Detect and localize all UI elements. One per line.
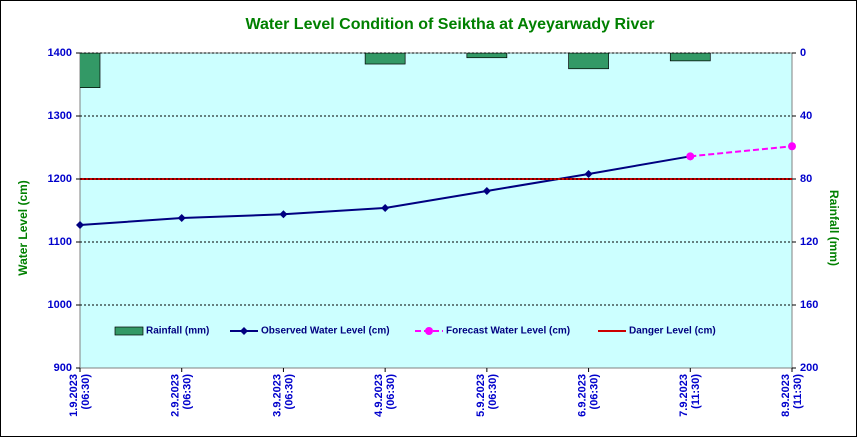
rainfall-bar — [80, 53, 101, 89]
y2-tick-label: 80 — [800, 173, 812, 185]
marker — [279, 210, 288, 219]
rainfall-bar — [568, 53, 609, 70]
rainfall-bar — [669, 53, 711, 62]
chart-title: Water Level Condition of Seiktha at Ayey… — [246, 16, 655, 33]
legend-label: Forecast Water Level (cm) — [446, 326, 570, 337]
y-tick-label: 1400 — [48, 47, 72, 59]
x-tick-label: 3.9.2023 — [271, 374, 283, 417]
legend-label: Observed Water Level (cm) — [261, 326, 390, 337]
marker — [788, 142, 796, 151]
marker — [686, 152, 695, 161]
x-tick-label: (06:30) — [80, 374, 92, 410]
legend-label: Danger Level (cm) — [629, 326, 716, 337]
legend-label: Rainfall (mm) — [146, 326, 209, 337]
legend-swatch — [114, 326, 144, 336]
x-tick-label: (06:30) — [283, 374, 295, 410]
y-tick-label: 1000 — [48, 299, 72, 311]
y-axis-label: Water Level (cm) — [16, 180, 30, 276]
x-tick-label: (11:30) — [792, 374, 804, 409]
y-tick-label: 1300 — [48, 110, 72, 122]
x-tick-label: 8.9.2023 — [780, 374, 792, 417]
y2-tick-label: 40 — [800, 110, 812, 122]
x-tick-label: (06:30) — [182, 374, 194, 410]
y2-tick-label: 160 — [800, 299, 818, 311]
rainfall-bar — [466, 53, 508, 59]
y2-tick-label: 120 — [800, 236, 818, 248]
y2-tick-label: 200 — [800, 362, 818, 374]
y-tick-label: 1100 — [48, 236, 72, 248]
x-tick-label: 4.9.2023 — [373, 374, 385, 417]
series-line — [690, 145, 792, 158]
marker — [76, 220, 84, 229]
x-tick-label: 6.9.2023 — [576, 374, 588, 417]
x-tick-label: 7.9.2023 — [678, 374, 690, 417]
marker — [177, 214, 186, 223]
x-tick-label: (06:30) — [385, 374, 397, 410]
marker — [584, 169, 593, 178]
y2-tick-label: 0 — [800, 47, 806, 59]
x-tick-label: 2.9.2023 — [170, 374, 182, 417]
y2-axis-label: Rainfall (mm) — [827, 190, 841, 266]
y-tick-label: 900 — [54, 362, 72, 374]
x-tick-label: (11:30) — [690, 374, 702, 409]
y-tick-label: 1200 — [48, 173, 72, 185]
marker — [482, 186, 491, 195]
legend-marker — [425, 327, 433, 335]
legend-marker — [240, 327, 248, 335]
plot-area — [79, 52, 793, 369]
x-tick-label: (06:30) — [588, 374, 600, 410]
rainfall-bar — [364, 53, 406, 65]
x-tick-label: 1.9.2023 — [68, 374, 80, 417]
marker — [381, 203, 390, 212]
x-tick-label: (06:30) — [487, 374, 499, 410]
x-tick-label: 5.9.2023 — [475, 374, 487, 417]
